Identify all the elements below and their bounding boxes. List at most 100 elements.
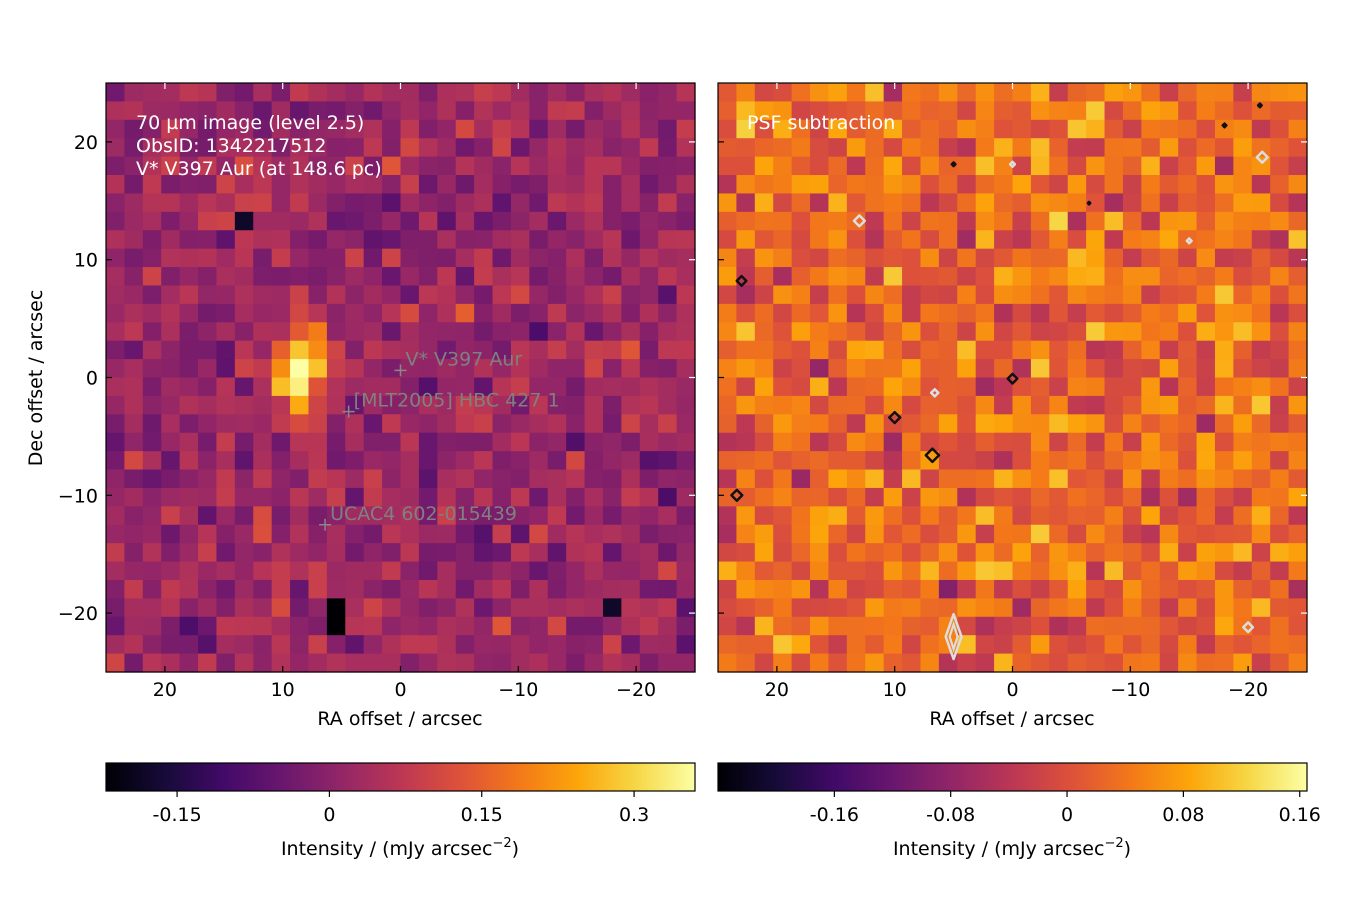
colorbar-tick-label: 0.16: [1279, 804, 1321, 826]
heatmap-pixel: [418, 487, 438, 507]
heatmap-pixel: [584, 616, 604, 636]
heatmap-pixel: [1049, 451, 1069, 471]
heatmap-pixel: [418, 432, 438, 452]
heatmap-pixel: [1030, 395, 1050, 415]
heatmap-pixel: [602, 322, 622, 342]
heatmap-pixel: [437, 83, 457, 103]
x-tick-label: −20: [616, 679, 656, 701]
heatmap-pixel: [492, 543, 512, 563]
heatmap-pixel: [418, 524, 438, 544]
heatmap-pixel: [363, 524, 383, 544]
heatmap-pixel: [1012, 635, 1032, 655]
heatmap-pixel: [345, 598, 365, 618]
heatmap-pixel: [529, 469, 549, 489]
heatmap-pixel: [658, 285, 678, 305]
heatmap-pixel: [492, 598, 512, 618]
heatmap-pixel: [1288, 469, 1308, 489]
heatmap-pixel: [810, 119, 830, 139]
heatmap-pixel: [1067, 156, 1087, 176]
heatmap-pixel: [1086, 83, 1106, 103]
heatmap-pixel: [400, 579, 420, 599]
heatmap-pixel: [179, 579, 199, 599]
heatmap-pixel: [308, 524, 328, 544]
heatmap-pixel: [345, 267, 365, 287]
heatmap-pixel: [1178, 377, 1198, 397]
heatmap-pixel: [1178, 322, 1198, 342]
heatmap-pixel: [1196, 83, 1216, 103]
heatmap-pixel: [510, 175, 530, 195]
heatmap-pixel: [547, 267, 567, 287]
heatmap-pixel: [810, 451, 830, 471]
heatmap-pixel: [1196, 543, 1216, 563]
heatmap-pixel: [975, 635, 995, 655]
heatmap-pixel: [975, 616, 995, 636]
heatmap-pixel: [106, 156, 126, 176]
heatmap-pixel: [994, 635, 1014, 655]
heatmap-pixel: [198, 285, 218, 305]
heatmap-pixel: [1030, 653, 1050, 673]
heatmap-pixel: [602, 101, 622, 121]
heatmap-pixel: [308, 543, 328, 563]
heatmap-pixel: [810, 138, 830, 158]
heatmap-pixel: [363, 285, 383, 305]
heatmap-pixel: [363, 395, 383, 415]
heatmap-pixel: [736, 211, 756, 231]
heatmap-pixel: [938, 487, 958, 507]
heatmap-pixel: [1067, 635, 1087, 655]
heatmap-pixel: [345, 83, 365, 103]
heatmap-pixel: [382, 451, 402, 471]
heatmap-pixel: [1141, 524, 1161, 544]
heatmap-pixel: [106, 524, 126, 544]
heatmap-pixel: [994, 432, 1014, 452]
heatmap-pixel: [810, 432, 830, 452]
heatmap-pixel: [106, 414, 126, 434]
heatmap-pixel: [883, 451, 903, 471]
heatmap-pixel: [1141, 119, 1161, 139]
heatmap-pixel: [676, 303, 696, 323]
heatmap-pixel: [718, 340, 738, 360]
heatmap-pixel: [326, 561, 346, 581]
heatmap-pixel: [400, 193, 420, 213]
heatmap-pixel: [718, 322, 738, 342]
heatmap-pixel: [455, 119, 475, 139]
heatmap-pixel: [584, 340, 604, 360]
heatmap-pixel: [1233, 469, 1253, 489]
heatmap-pixel: [676, 83, 696, 103]
heatmap-pixel: [1196, 248, 1216, 268]
heatmap-pixel: [216, 561, 236, 581]
heatmap-pixel: [234, 653, 254, 673]
heatmap-pixel: [1141, 469, 1161, 489]
heatmap-pixel: [994, 395, 1014, 415]
heatmap-pixel: [198, 561, 218, 581]
heatmap-pixel: [602, 193, 622, 213]
heatmap-pixel: [791, 469, 811, 489]
heatmap-pixel: [621, 211, 641, 231]
heatmap-pixel: [920, 303, 940, 323]
heatmap-pixel: [584, 524, 604, 544]
heatmap-pixel: [382, 616, 402, 636]
heatmap-pixel: [363, 543, 383, 563]
heatmap-pixel: [106, 267, 126, 287]
heatmap-pixel: [474, 377, 494, 397]
heatmap-pixel: [418, 101, 438, 121]
heatmap-pixel: [791, 377, 811, 397]
heatmap-pixel: [1251, 230, 1271, 250]
heatmap-pixel: [1104, 322, 1124, 342]
heatmap-pixel: [846, 506, 866, 526]
heatmap-pixel: [437, 653, 457, 673]
heatmap-pixel: [1196, 267, 1216, 287]
heatmap-pixel: [253, 101, 273, 121]
heatmap-pixel: [736, 414, 756, 434]
heatmap-pixel: [639, 377, 659, 397]
heatmap-pixel: [994, 193, 1014, 213]
heatmap-pixel: [676, 211, 696, 231]
heatmap-pixel: [124, 579, 144, 599]
heatmap-pixel: [566, 175, 586, 195]
heatmap-pixel: [1178, 193, 1198, 213]
heatmap-pixel: [1251, 211, 1271, 231]
heatmap-pixel: [1012, 561, 1032, 581]
heatmap-pixel: [1012, 451, 1032, 471]
heatmap-pixel: [810, 414, 830, 434]
heatmap-pixel: [718, 524, 738, 544]
heatmap-pixel: [1104, 359, 1124, 379]
